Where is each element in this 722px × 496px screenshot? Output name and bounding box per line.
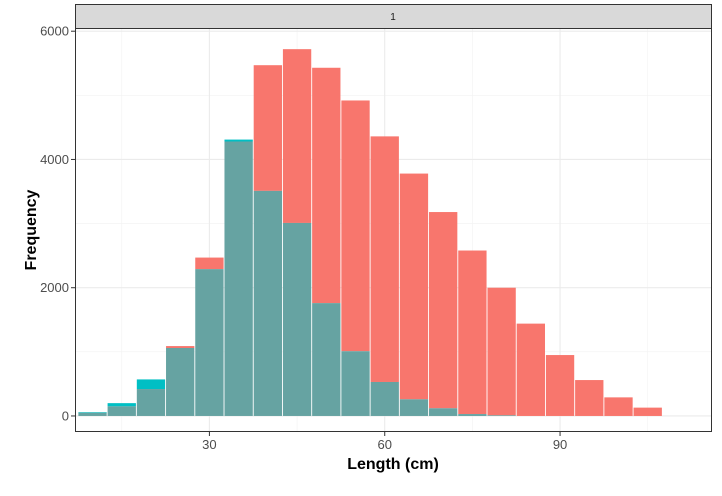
histogram-bar-overlap xyxy=(370,381,399,416)
histogram-bar-overlap xyxy=(399,399,429,416)
histogram-bar-upper xyxy=(341,100,370,352)
histogram-bar-overlap xyxy=(224,141,253,416)
histogram-bar-overlap xyxy=(166,347,195,416)
histogram-bar-overlap xyxy=(107,406,136,416)
histogram-bar-upper xyxy=(633,407,662,416)
histogram-bar-upper xyxy=(604,397,633,416)
axis-ticks: 30 60 90 0 2000 4000 6000 xyxy=(40,24,567,452)
facet-strip-label: 1 xyxy=(390,12,396,23)
histogram-bar-overlap xyxy=(282,222,312,416)
histogram-bar-overlap xyxy=(195,269,224,416)
histogram-bar-upper xyxy=(370,136,399,382)
histogram-bar-upper xyxy=(282,49,312,223)
y-tick-label: 2000 xyxy=(40,280,69,295)
histogram-bar-upper xyxy=(166,346,195,348)
x-tick-label: 90 xyxy=(553,437,567,452)
histogram-bar-upper xyxy=(253,65,283,191)
y-tick-label: 0 xyxy=(62,408,69,423)
histogram-bar-upper xyxy=(487,287,516,416)
facet-strip xyxy=(75,4,712,29)
bars xyxy=(78,49,662,416)
histogram-bar-overlap xyxy=(487,415,516,416)
histogram-bar-upper xyxy=(458,250,487,415)
histogram-bar-overlap xyxy=(78,412,107,416)
x-tick-label: 60 xyxy=(377,437,391,452)
histogram-bar-upper xyxy=(516,323,545,416)
histogram-bar-upper xyxy=(399,173,429,400)
histogram-bar-overlap xyxy=(312,303,341,416)
histogram-bar-overlap xyxy=(253,190,283,416)
histogram-bar-overlap xyxy=(136,389,166,416)
histogram-bar-upper xyxy=(136,379,166,390)
histogram-bar-upper xyxy=(575,380,604,416)
x-tick-label: 30 xyxy=(202,437,216,452)
y-tick-label: 6000 xyxy=(40,24,69,39)
histogram-bar-upper xyxy=(224,139,253,142)
histogram-bar-overlap xyxy=(429,408,458,416)
histogram-bar-upper xyxy=(78,412,107,413)
y-tick-label: 4000 xyxy=(40,152,69,167)
histogram-bar-upper xyxy=(312,67,341,304)
histogram-bar-upper xyxy=(195,257,224,270)
histogram-bar-overlap xyxy=(341,351,370,416)
histogram-bar-upper xyxy=(107,403,136,407)
histogram-bar-upper xyxy=(429,212,458,409)
histogram-bar-upper xyxy=(545,355,575,416)
x-axis-title: Length (cm) xyxy=(347,456,439,473)
histogram-bar-overlap xyxy=(458,414,487,416)
y-axis-title: Frequency xyxy=(23,189,40,270)
